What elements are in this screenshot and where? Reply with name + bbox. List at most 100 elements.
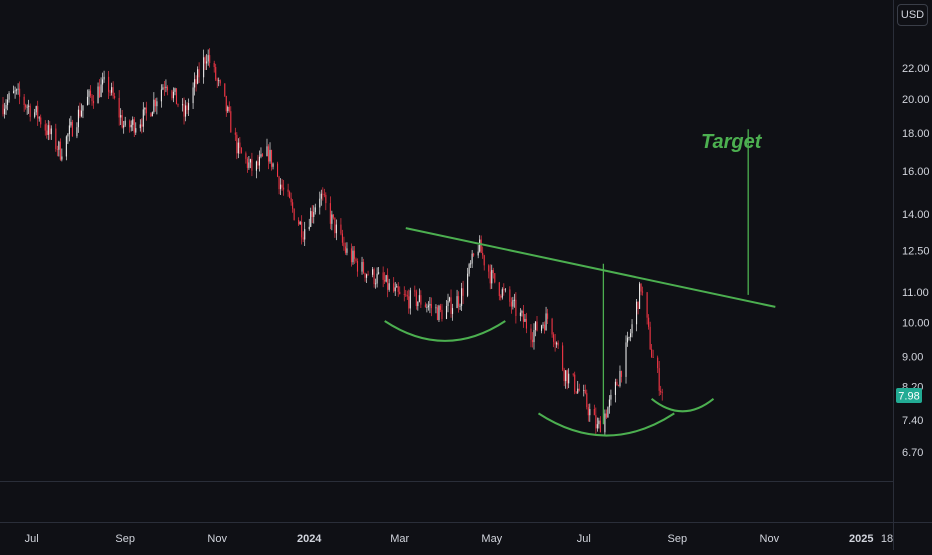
- candle-body: [260, 154, 262, 157]
- candle-body: [195, 79, 197, 84]
- candle-body: [175, 88, 178, 105]
- candle: [575, 391, 577, 395]
- candle: [646, 291, 648, 325]
- candle-body: [375, 283, 377, 285]
- target-label[interactable]: Target: [701, 131, 763, 153]
- candle-body: [447, 300, 449, 306]
- candle: [19, 81, 21, 105]
- candle-body: [362, 262, 365, 274]
- candle: [49, 121, 51, 140]
- drawings-layer[interactable]: [384, 129, 776, 437]
- candle-body: [61, 156, 63, 160]
- candle-body: [257, 161, 259, 166]
- candle: [203, 49, 205, 84]
- candle: [414, 285, 416, 297]
- neckline-line[interactable]: [405, 227, 776, 308]
- candle-body: [512, 300, 514, 307]
- candle-body: [595, 415, 597, 429]
- candle-body: [448, 297, 451, 301]
- candle-body: [163, 87, 165, 89]
- candle-body: [522, 311, 524, 322]
- candle-body: [26, 106, 28, 108]
- price-axis-label: 10.00: [902, 318, 930, 330]
- candle: [447, 293, 449, 313]
- candle: [372, 266, 374, 278]
- candle: [123, 120, 125, 134]
- candle-body: [417, 301, 419, 307]
- candle: [424, 302, 426, 308]
- candle: [387, 268, 389, 298]
- candle: [587, 403, 589, 422]
- candle: [163, 80, 165, 96]
- candle-body: [145, 107, 147, 114]
- price-axis-label: 11.00: [902, 287, 929, 299]
- candle: [329, 196, 331, 230]
- candle: [408, 289, 410, 314]
- candle: [361, 256, 363, 275]
- candle: [628, 336, 630, 341]
- right-shoulder-arc[interactable]: [650, 398, 715, 413]
- candle-body: [652, 357, 654, 358]
- candle-body: [248, 162, 250, 168]
- candle-body: [530, 328, 532, 340]
- candle: [319, 191, 321, 215]
- candle: [631, 319, 633, 338]
- head-arc[interactable]: [537, 412, 675, 437]
- candle-body: [544, 324, 546, 331]
- candle: [266, 138, 268, 157]
- price-axis[interactable]: 22.00 20.00 18.00 16.00 14.00 12.50 11.00 10.00…: [902, 63, 930, 459]
- candle: [657, 355, 659, 374]
- candle: [331, 210, 333, 231]
- candle: [25, 103, 27, 110]
- candle-body: [216, 79, 218, 81]
- candle: [461, 282, 463, 312]
- candle: [494, 273, 496, 284]
- candle-body: [405, 294, 407, 296]
- candle: [334, 217, 336, 238]
- candle-body: [23, 96, 25, 106]
- candle: [522, 304, 524, 328]
- candle: [299, 220, 301, 225]
- candle: [626, 331, 629, 347]
- candle-body: [628, 337, 630, 338]
- candle-body: [372, 269, 374, 275]
- currency-button[interactable]: USD: [897, 4, 928, 26]
- candle-body: [424, 304, 426, 308]
- candle-body: [629, 333, 632, 338]
- candle-body: [100, 84, 102, 97]
- candle: [427, 301, 429, 311]
- candle: [619, 365, 621, 388]
- candle-body: [144, 107, 146, 110]
- candle: [468, 262, 470, 277]
- candle: [272, 162, 274, 170]
- candle-body: [8, 93, 10, 100]
- candle: [40, 114, 42, 128]
- candle-body: [583, 390, 585, 391]
- candle-body: [568, 373, 570, 384]
- candle: [459, 303, 461, 310]
- candle-body: [323, 194, 325, 196]
- candle-body: [640, 283, 642, 292]
- candle-body: [283, 187, 285, 190]
- time-axis[interactable]: Jul Sep Nov 2024 Mar May Jul Sep Nov 2025 18: [25, 533, 893, 545]
- candle: [251, 152, 253, 177]
- candle: [451, 303, 454, 321]
- time-axis-label: Nov: [760, 533, 780, 545]
- candle-body: [174, 88, 176, 92]
- candle-body: [515, 299, 517, 316]
- candle-body: [124, 120, 126, 126]
- candle: [399, 286, 401, 295]
- candle: [556, 341, 558, 348]
- candle-body: [103, 76, 105, 80]
- candle: [216, 77, 218, 88]
- left-shoulder-arc[interactable]: [384, 320, 506, 342]
- candle: [100, 77, 102, 98]
- candle-body: [394, 287, 396, 292]
- candle: [420, 290, 422, 309]
- candle: [438, 304, 440, 322]
- candle: [79, 102, 81, 119]
- candle-body: [249, 159, 251, 163]
- candle: [513, 293, 515, 308]
